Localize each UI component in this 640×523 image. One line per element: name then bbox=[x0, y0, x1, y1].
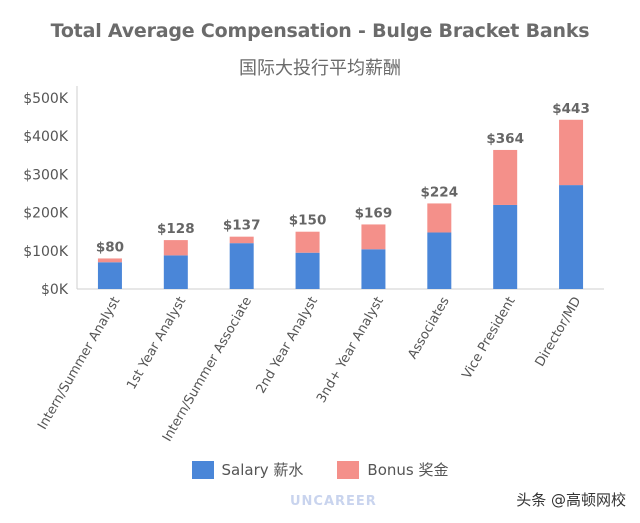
bar-total-label: $224 bbox=[421, 184, 459, 200]
bar-bonus bbox=[229, 236, 254, 244]
y-tick-label: $300K bbox=[23, 167, 69, 183]
bar-total-label: $364 bbox=[486, 131, 524, 147]
bar-total-label: $169 bbox=[355, 205, 393, 221]
attribution-text: 头条 @高顿网校 bbox=[516, 491, 626, 509]
bar-salary bbox=[295, 252, 320, 289]
legend-item-salary: Salary 薪水 bbox=[191, 459, 304, 480]
legend-label-salary: Salary 薪水 bbox=[221, 461, 304, 479]
bar-salary bbox=[361, 249, 386, 289]
bar-total-label: $150 bbox=[289, 213, 327, 229]
bar-bonus bbox=[427, 203, 452, 233]
x-category-label: Director/MD bbox=[533, 295, 585, 370]
bar-total-label: $80 bbox=[96, 239, 124, 255]
y-tick-label: $500K bbox=[23, 91, 69, 107]
x-category-label: Associates bbox=[405, 294, 453, 361]
bar-bonus bbox=[559, 119, 584, 186]
x-category-label: 3nd+ Year Analyst bbox=[314, 295, 387, 406]
x-category-label: Vice President bbox=[460, 295, 519, 382]
bar-salary bbox=[559, 185, 584, 289]
bar-total-label: $137 bbox=[223, 218, 261, 234]
x-category-label: 2nd Year Analyst bbox=[254, 295, 321, 397]
bar-bonus bbox=[295, 231, 320, 253]
legend-swatch-bonus bbox=[337, 460, 360, 479]
y-tick-label: $0K bbox=[41, 282, 69, 298]
bar-bonus bbox=[97, 258, 122, 263]
y-tick-label: $100K bbox=[23, 244, 69, 260]
bar-bonus bbox=[493, 149, 518, 205]
legend-label-bonus: Bonus 奖金 bbox=[367, 461, 449, 479]
bar-total-label: $443 bbox=[552, 101, 590, 117]
bar-salary bbox=[163, 255, 188, 289]
y-tick-label: $400K bbox=[23, 129, 69, 145]
bar-salary bbox=[97, 262, 122, 289]
y-tick-label: $200K bbox=[23, 206, 69, 222]
bar-salary bbox=[493, 204, 518, 289]
bar-salary bbox=[427, 232, 452, 289]
legend-swatch-salary bbox=[191, 460, 214, 479]
uncareer-watermark-logo: UNCAREER bbox=[290, 494, 377, 509]
x-category-label: 1st Year Analyst bbox=[124, 295, 189, 393]
chart-subtitle: 国际大投行平均薪酬 bbox=[239, 58, 401, 79]
chart-legend: Salary 薪水 Bonus 奖金 bbox=[0, 459, 640, 480]
x-category-label: Intern/Summer Analyst bbox=[35, 295, 123, 433]
bar-salary bbox=[229, 243, 254, 289]
legend-item-bonus: Bonus 奖金 bbox=[337, 459, 448, 480]
bar-bonus bbox=[361, 224, 386, 250]
bar-total-label: $128 bbox=[157, 221, 195, 237]
chart-title: Total Average Compensation - Bulge Brack… bbox=[50, 20, 590, 42]
bar-bonus bbox=[163, 240, 188, 256]
stacked-bar-chart: $0K $100K $200K $300K $400K $500K $80 $128 $137… bbox=[23, 86, 604, 444]
